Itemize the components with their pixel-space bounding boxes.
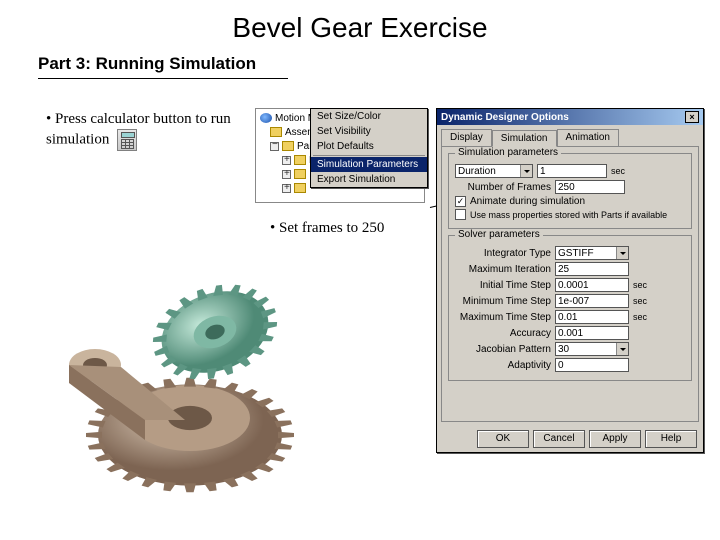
unit-label: sec (633, 312, 655, 322)
combo-field[interactable]: GSTIFF (555, 246, 629, 260)
frames-field[interactable] (555, 180, 625, 194)
folder-icon (294, 169, 306, 179)
folder-icon (294, 155, 306, 165)
group-title: Solver parameters (455, 229, 543, 240)
duration-field[interactable] (537, 164, 607, 178)
duration-combo[interactable]: Duration (455, 164, 533, 178)
menu-separator (313, 155, 425, 156)
value-field[interactable] (555, 310, 629, 324)
animate-checkbox[interactable]: ✓ (455, 196, 466, 207)
expand-icon[interactable] (282, 156, 291, 165)
unit-label: sec (633, 296, 655, 306)
value-field[interactable] (555, 278, 629, 292)
divider (38, 78, 288, 79)
dialog-tabs: Display Simulation Animation (437, 125, 703, 146)
options-dialog: Dynamic Designer Options × Display Simul… (436, 108, 704, 453)
field-label: Initial Time Step (455, 280, 551, 291)
value-field[interactable] (555, 326, 629, 340)
value-field[interactable] (555, 358, 629, 372)
calculator-icon (117, 129, 137, 151)
tab-animation[interactable]: Animation (557, 129, 619, 146)
section-subtitle: Part 3: Running Simulation (0, 44, 720, 78)
collapse-icon[interactable] (270, 142, 279, 151)
folder-icon (294, 183, 306, 193)
frames-label: Number of Frames (455, 182, 551, 193)
tab-simulation[interactable]: Simulation (492, 130, 557, 147)
context-menu: Set Size/Color Set Visibility Plot Defau… (310, 108, 428, 188)
group-sim-params: Simulation parameters Duration sec Numbe… (448, 153, 692, 229)
instruction-2: • Set frames to 250 (270, 220, 384, 237)
menu-item[interactable]: Set Visibility (311, 124, 427, 139)
value-field[interactable] (555, 294, 629, 308)
apply-button[interactable]: Apply (589, 430, 641, 448)
page-title: Bevel Gear Exercise (0, 0, 720, 44)
help-button[interactable]: Help (645, 430, 697, 448)
menu-item[interactable]: Plot Defaults (311, 139, 427, 154)
instruction-1: • Press calculator button to run simulat… (46, 110, 236, 151)
field-label: Integrator Type (455, 248, 551, 259)
combo-value: Duration (458, 166, 496, 177)
chevron-down-icon (520, 165, 532, 177)
globe-icon (260, 113, 272, 123)
folder-icon (270, 127, 282, 137)
menu-item-selected[interactable]: Simulation Parameters (311, 157, 427, 172)
instruction-1-text: • Press calculator button to run simulat… (46, 111, 231, 147)
field-label: Jacobian Pattern (455, 344, 551, 355)
close-button[interactable]: × (685, 111, 699, 123)
expand-icon[interactable] (282, 170, 291, 179)
group-title: Simulation parameters (455, 147, 561, 158)
value-field[interactable] (555, 262, 629, 276)
tab-display[interactable]: Display (441, 129, 492, 146)
tab-body: Simulation parameters Duration sec Numbe… (441, 146, 699, 422)
field-label: Accuracy (455, 328, 551, 339)
field-label: Adaptivity (455, 360, 551, 371)
mass-checkbox[interactable] (455, 209, 466, 220)
field-label: Maximum Time Step (455, 312, 551, 323)
cancel-button[interactable]: Cancel (533, 430, 585, 448)
unit-label: sec (633, 280, 655, 290)
checkbox-label: Animate during simulation (470, 196, 585, 207)
menu-item[interactable]: Set Size/Color (311, 109, 427, 124)
folder-icon (282, 141, 294, 151)
dialog-button-row: OK Cancel Apply Help (437, 426, 703, 452)
unit-label: sec (611, 166, 633, 176)
gear-illustration (40, 270, 320, 510)
ok-button[interactable]: OK (477, 430, 529, 448)
dialog-titlebar: Dynamic Designer Options × (437, 109, 703, 125)
expand-icon[interactable] (282, 184, 291, 193)
field-label: Maximum Iteration (455, 264, 551, 275)
combo-field[interactable]: 30 (555, 342, 629, 356)
field-label: Minimum Time Step (455, 296, 551, 307)
dialog-title: Dynamic Designer Options (441, 112, 569, 123)
group-solver-params: Solver parameters Integrator TypeGSTIFFM… (448, 235, 692, 381)
checkbox-label: Use mass properties stored with Parts if… (470, 210, 667, 220)
menu-item[interactable]: Export Simulation (311, 172, 427, 187)
